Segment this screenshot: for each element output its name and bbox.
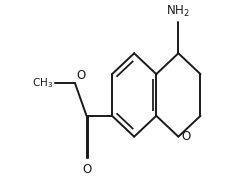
Text: O: O [182,130,191,143]
Text: O: O [76,69,85,82]
Text: NH$_2$: NH$_2$ [166,4,190,19]
Text: CH$_3$: CH$_3$ [32,76,53,90]
Text: O: O [83,163,92,176]
